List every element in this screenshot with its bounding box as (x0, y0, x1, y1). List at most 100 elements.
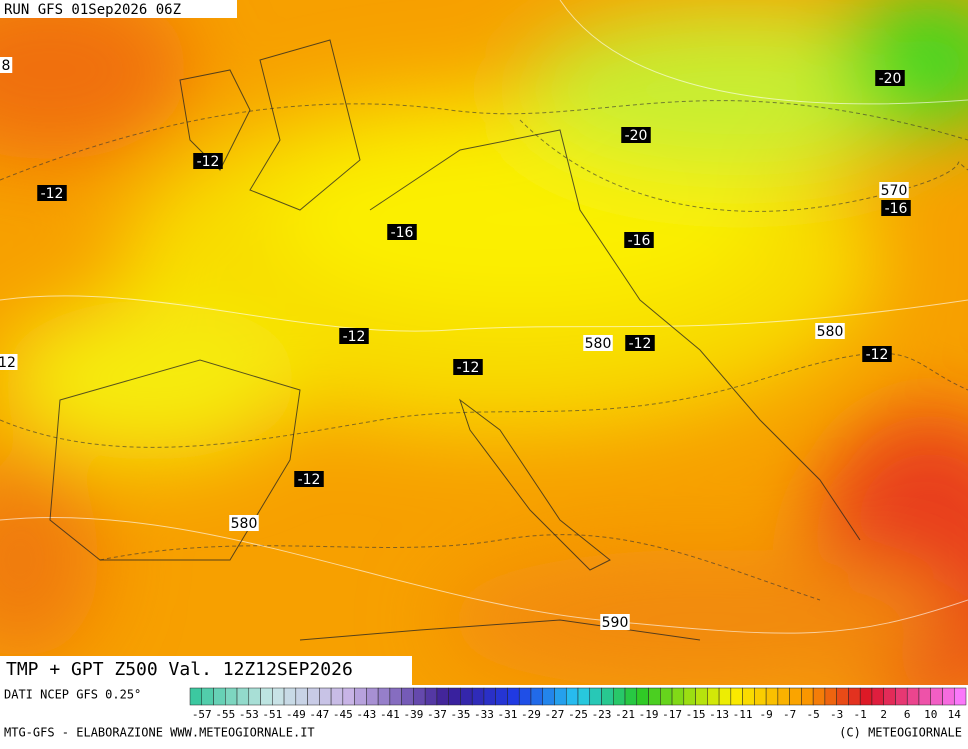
scale-swatch (283, 687, 297, 706)
temperature-label-box (37, 185, 67, 201)
temperature-label: -16 (885, 201, 908, 217)
temperature-label-box (387, 224, 417, 240)
edge-label-box (0, 57, 13, 73)
scale-label: -55 (215, 708, 235, 721)
temperature-label-box (875, 70, 905, 86)
height-label: 580 (231, 516, 258, 532)
scale-swatch (601, 687, 614, 706)
color-scale: -57 -55 -53 -51 -49 -47 -45 -43 -41 -39 -37 -35 -33-… (189, 687, 967, 721)
height-label-box (600, 614, 630, 630)
scale-swatch (836, 687, 849, 706)
scale-label: -25 (568, 708, 588, 721)
temperature-label-box (881, 200, 911, 216)
temperature-label: -12 (197, 154, 220, 170)
scale-swatch (812, 687, 826, 706)
scale-label: -53 (239, 708, 259, 721)
scale-swatch (483, 687, 496, 706)
scale-swatch (918, 687, 931, 706)
scale-swatch (319, 687, 332, 706)
scale-label: -15 (686, 708, 706, 721)
scale-swatch (236, 687, 250, 706)
scale-swatch (377, 687, 391, 706)
temperature-label: -20 (625, 128, 648, 144)
scale-swatch (906, 687, 920, 706)
scale-label: -23 (592, 708, 612, 721)
scale-swatch (354, 687, 367, 706)
scale-swatch (342, 687, 355, 706)
height-label: 570 (881, 183, 908, 199)
scale-swatch (742, 687, 755, 706)
scale-label: -9 (759, 708, 772, 721)
temperature-label-box (862, 346, 892, 362)
edge-label: 8 (2, 58, 11, 74)
height-label-box (815, 323, 845, 339)
scale-swatch (824, 687, 837, 706)
temperature-label-box (339, 328, 369, 344)
scale-swatch (648, 687, 661, 706)
temperature-label: -12 (457, 360, 480, 376)
scale-swatch (201, 687, 214, 706)
scale-label: -19 (639, 708, 659, 721)
credit-left: MTG-GFS - ELABORAZIONE WWW.METEOGIORNALE… (4, 726, 315, 740)
scale-swatch (401, 687, 414, 706)
scale-swatch (413, 687, 426, 706)
scale-label: 2 (880, 708, 887, 721)
scale-swatch (518, 687, 532, 706)
scale-swatch (942, 687, 955, 706)
scale-swatch (424, 687, 438, 706)
map-title: TMP + GPT Z500 Val. 12Z12SEP2026 (6, 659, 353, 680)
scale-swatch (953, 687, 967, 706)
edge-label: 12 (0, 355, 16, 371)
scale-label: -49 (286, 708, 306, 721)
temperature-label-box (624, 232, 654, 248)
scale-swatch (213, 687, 226, 706)
scale-swatch (765, 687, 779, 706)
run-info: RUN GFS 01Sep2026 06Z (4, 2, 181, 18)
scale-swatch (542, 687, 555, 706)
scale-swatch (848, 687, 861, 706)
temperature-label: -12 (343, 329, 366, 345)
temperature-label: -16 (628, 233, 651, 249)
scale-swatch (613, 687, 626, 706)
credit-right: (C) METEOGIORNALE (839, 726, 962, 740)
height-label-box (229, 515, 259, 531)
run-box (0, 0, 237, 18)
temperature-label: -12 (41, 186, 64, 202)
temperature-label: -12 (866, 347, 889, 363)
scale-label: -43 (356, 708, 376, 721)
temperature-label: -12 (629, 336, 652, 352)
temperature-label-box (621, 127, 651, 143)
scale-label: -27 (545, 708, 565, 721)
scale-swatch (448, 687, 461, 706)
height-label: 590 (602, 615, 629, 631)
scale-swatch (683, 687, 696, 706)
temperature-label: -16 (391, 225, 414, 241)
scale-label: -35 (450, 708, 470, 721)
scale-swatch (589, 687, 602, 706)
scale-swatch (777, 687, 790, 706)
height-label: 580 (585, 336, 612, 352)
scale-swatch (366, 687, 379, 706)
data-source: DATI NCEP GFS 0.25° (4, 688, 141, 702)
scale-swatch (671, 687, 685, 706)
scale-label: -47 (309, 708, 329, 721)
scale-label: -3 (830, 708, 843, 721)
scale-label: 14 (948, 708, 962, 721)
scale-label: -13 (709, 708, 729, 721)
scale-label: 6 (904, 708, 911, 721)
temperature-label-box (453, 359, 483, 375)
scale-label: -7 (783, 708, 796, 721)
scale-swatch (859, 687, 873, 706)
scale-swatch (930, 687, 943, 706)
scale-swatch (507, 687, 520, 706)
scale-swatch (330, 687, 344, 706)
scale-swatch (295, 687, 308, 706)
labels: -20 -20 -12 -12 -16 -16 -16 -12 -12 -12 -12 -12 8 12 5… (0, 57, 911, 631)
scale-swatch (871, 687, 884, 706)
edge-label-box (0, 354, 18, 370)
scale-label: -45 (333, 708, 353, 721)
scale-label: -21 (615, 708, 635, 721)
scale-swatch (189, 687, 203, 706)
